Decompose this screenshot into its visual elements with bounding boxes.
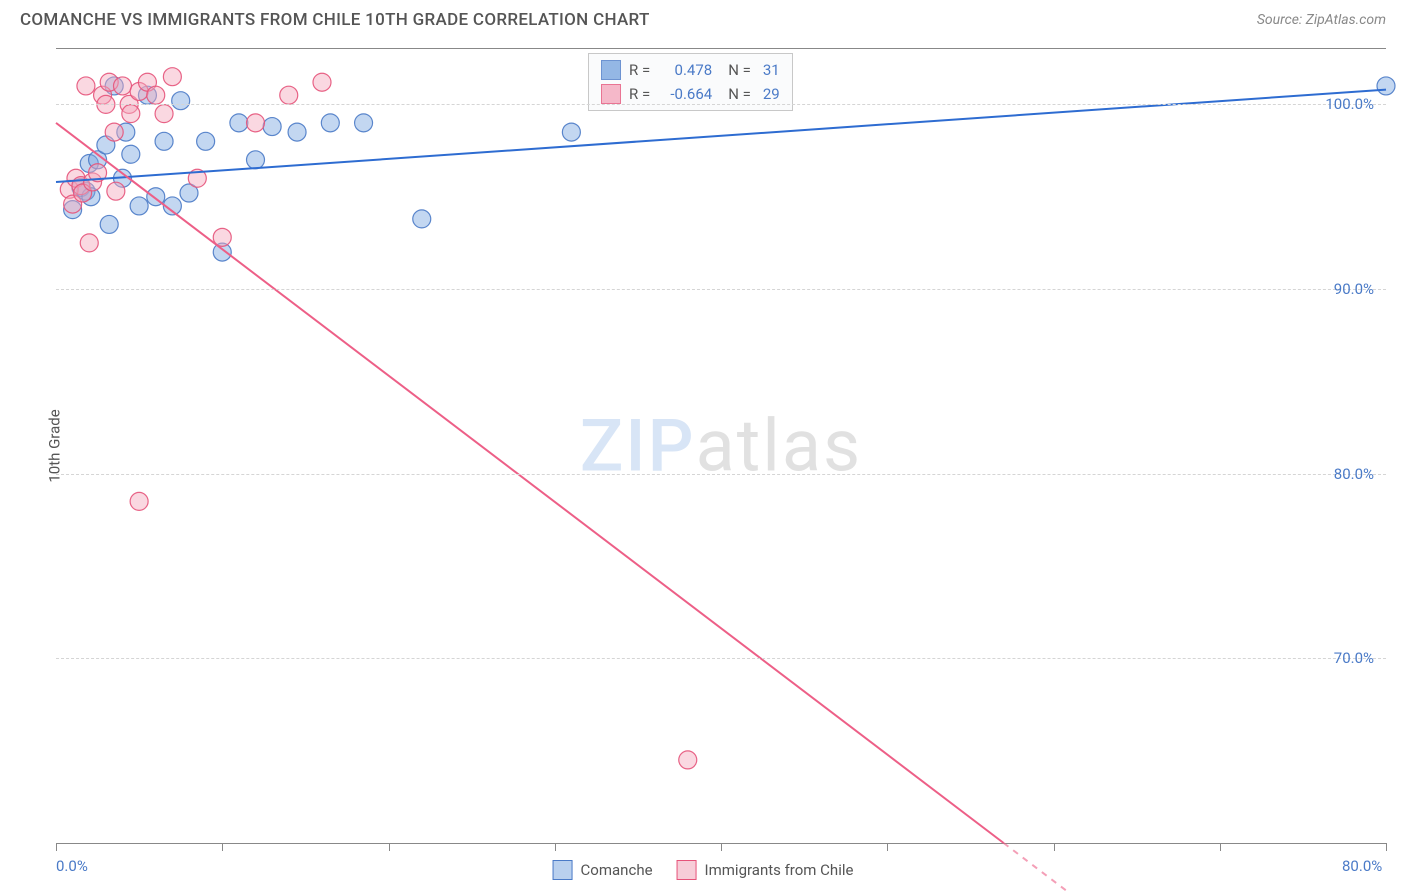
legend-swatch — [553, 860, 573, 880]
legend-label: Immigrants from Chile — [705, 861, 854, 879]
y-tick-label: 70.0% — [1334, 649, 1374, 667]
x-tick — [555, 843, 556, 851]
data-point — [679, 751, 697, 769]
data-point — [130, 197, 148, 215]
gridline — [56, 104, 1386, 105]
gridline — [56, 658, 1386, 659]
correlation-legend: R =0.478 N =31 R =-0.664 N =29 — [588, 53, 793, 111]
data-point — [562, 123, 580, 141]
x-tick — [887, 843, 888, 851]
data-point — [107, 182, 125, 200]
x-tick — [1220, 843, 1221, 851]
data-point — [263, 118, 281, 136]
legend-swatch — [677, 860, 697, 880]
data-point — [321, 114, 339, 132]
x-tick-label: 0.0% — [56, 857, 88, 875]
legend-swatch — [601, 60, 621, 80]
data-point — [1377, 77, 1395, 95]
y-tick-label: 90.0% — [1334, 280, 1374, 298]
x-tick — [222, 843, 223, 851]
x-tick — [1054, 843, 1055, 851]
legend-item: Comanche — [553, 860, 653, 880]
data-point — [197, 132, 215, 150]
x-tick — [1386, 843, 1387, 851]
data-point — [130, 492, 148, 510]
y-tick-label: 100.0% — [1325, 95, 1374, 113]
legend-swatch — [601, 84, 621, 104]
y-tick-label: 80.0% — [1334, 465, 1374, 483]
data-point — [80, 234, 98, 252]
data-point — [77, 77, 95, 95]
source-attribution: Source: ZipAtlas.com — [1257, 12, 1386, 28]
legend-row: R =-0.664 N =29 — [601, 84, 780, 104]
data-point — [105, 123, 123, 141]
x-tick — [721, 843, 722, 851]
data-point — [155, 132, 173, 150]
chart-title: COMANCHE VS IMMIGRANTS FROM CHILE 10TH G… — [20, 10, 650, 30]
data-point — [413, 210, 431, 228]
x-tick — [389, 843, 390, 851]
legend-item: Immigrants from Chile — [677, 860, 854, 880]
data-point — [230, 114, 248, 132]
data-point — [114, 77, 132, 95]
data-point — [247, 151, 265, 169]
legend-label: Comanche — [581, 861, 653, 879]
legend-row: R =0.478 N =31 — [601, 60, 780, 80]
data-point — [147, 86, 165, 104]
gridline — [56, 289, 1386, 290]
trendline-extrapolated — [1004, 843, 1386, 892]
trendline — [56, 123, 1004, 843]
data-point — [355, 114, 373, 132]
gridline — [56, 474, 1386, 475]
data-point — [155, 105, 173, 123]
data-point — [313, 73, 331, 91]
data-point — [122, 105, 140, 123]
data-point — [280, 86, 298, 104]
data-point — [100, 215, 118, 233]
series-legend: Comanche Immigrants from Chile — [553, 860, 854, 880]
x-tick — [56, 843, 57, 851]
data-point — [247, 114, 265, 132]
data-point — [163, 68, 181, 86]
data-point — [122, 145, 140, 163]
data-point — [288, 123, 306, 141]
x-tick-label: 80.0% — [1342, 857, 1382, 875]
chart-plot-area: ZIPatlas R =0.478 N =31R =-0.664 N =29 7… — [56, 48, 1386, 844]
data-point — [172, 92, 190, 110]
